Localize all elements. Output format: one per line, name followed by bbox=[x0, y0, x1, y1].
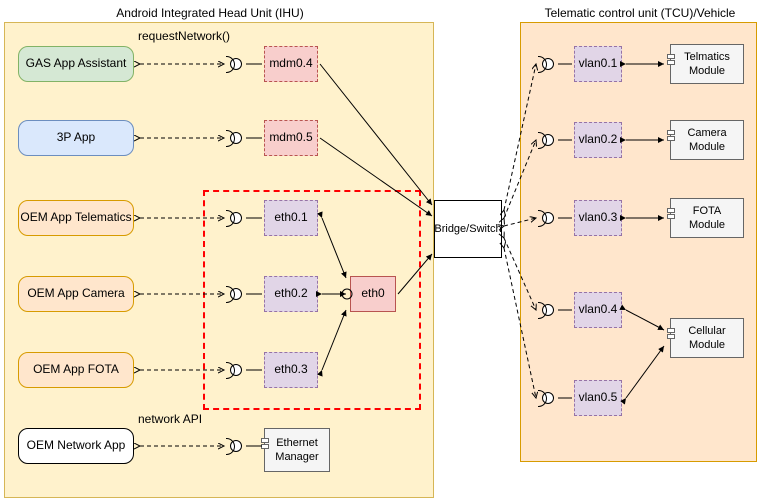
eth01: eth0.1 bbox=[264, 200, 318, 236]
diagram-canvas: Android Integrated Head Unit (IHU) Telem… bbox=[0, 0, 761, 502]
interface-socket-icon bbox=[230, 132, 244, 146]
interface-socket-icon bbox=[542, 304, 556, 318]
vlan03: vlan0.3 bbox=[574, 200, 622, 236]
fota-module: FOTA Module bbox=[670, 198, 744, 238]
camera-module: Camera Module bbox=[670, 120, 744, 160]
tcu-title: Telematic control unit (TCU)/Vehicle bbox=[540, 6, 740, 20]
cellular-module: Cellular Module bbox=[670, 318, 744, 358]
eth02: eth0.2 bbox=[264, 276, 318, 312]
network-api-label: network API bbox=[138, 412, 202, 426]
mdm05: mdm0.5 bbox=[264, 120, 318, 156]
interface-socket-icon bbox=[542, 212, 556, 226]
interface-socket-icon bbox=[542, 392, 556, 406]
ethernet-manager: Ethernet Manager bbox=[264, 428, 330, 472]
interface-socket-icon bbox=[542, 134, 556, 148]
3p-app: 3P App bbox=[18, 120, 134, 156]
ihu-title: Android Integrated Head Unit (IHU) bbox=[110, 6, 310, 20]
vlan05: vlan0.5 bbox=[574, 380, 622, 416]
vlan04: vlan0.4 bbox=[574, 292, 622, 328]
bridge-switch: Bridge/Switch bbox=[434, 200, 502, 258]
component-icon bbox=[670, 208, 676, 218]
interface-socket-icon bbox=[230, 58, 244, 72]
eth03: eth0.3 bbox=[264, 352, 318, 388]
vlan02: vlan0.2 bbox=[574, 122, 622, 158]
component-icon bbox=[264, 438, 270, 448]
oem-fota: OEM App FOTA bbox=[18, 352, 134, 388]
oem-telematics: OEM App Telematics bbox=[18, 200, 134, 236]
interface-socket-icon bbox=[230, 364, 244, 378]
telmatics-module: Telmatics Module bbox=[670, 44, 744, 84]
component-icon bbox=[670, 54, 676, 64]
interface-socket-icon bbox=[230, 288, 244, 302]
gas-app: GAS App Assistant bbox=[18, 46, 134, 82]
interface-socket-icon bbox=[230, 212, 244, 226]
interface-socket-icon bbox=[230, 440, 244, 454]
interface-socket-icon bbox=[542, 58, 556, 72]
vlan01: vlan0.1 bbox=[574, 46, 622, 82]
component-icon bbox=[670, 328, 676, 338]
request-network-label: requestNetwork() bbox=[138, 29, 230, 43]
oem-camera: OEM App Camera bbox=[18, 276, 134, 312]
component-icon bbox=[670, 130, 676, 140]
eth0: eth0 bbox=[350, 276, 396, 312]
mdm04: mdm0.4 bbox=[264, 46, 318, 82]
oem-network: OEM Network App bbox=[18, 428, 134, 464]
